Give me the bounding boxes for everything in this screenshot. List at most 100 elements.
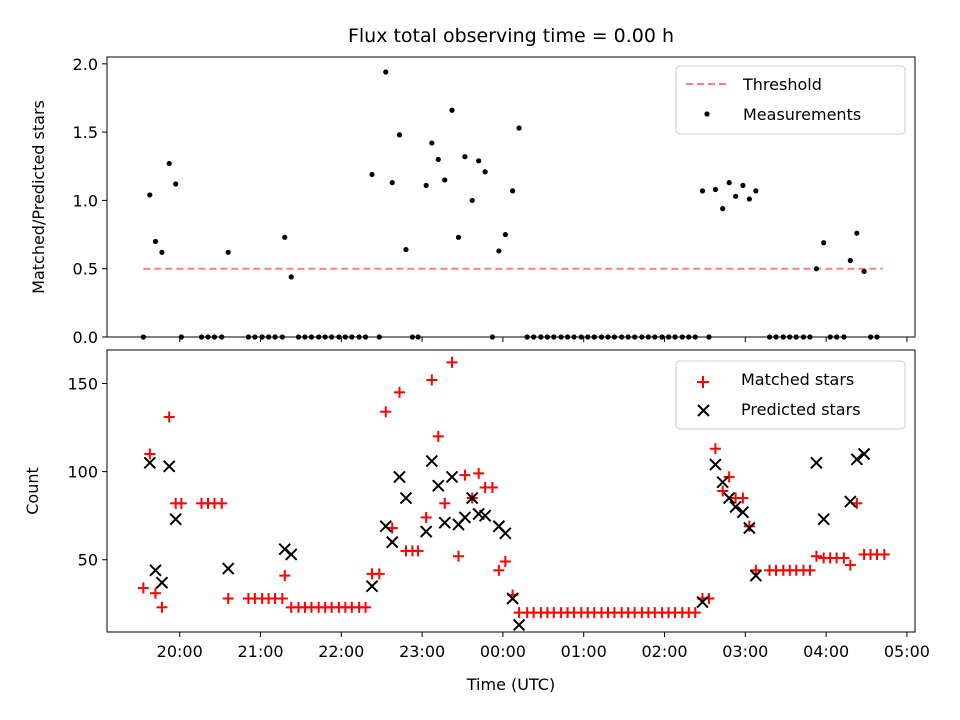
- matched-star-point: [373, 568, 385, 580]
- matched-star-point: [838, 552, 850, 564]
- predicted-star-point: [850, 453, 864, 466]
- predicted-star-point: [458, 511, 472, 524]
- matched-star-point: [137, 582, 149, 594]
- bottom-x-tick-label: 02:00: [641, 642, 687, 661]
- measurement-point: [147, 192, 153, 198]
- x-axis-title: Time (UTC): [466, 675, 555, 694]
- measurement-point: [308, 334, 315, 340]
- matched-star-point: [439, 497, 451, 509]
- matched-star-point: [149, 587, 161, 599]
- measurement-point: [489, 334, 496, 340]
- matched-star-point: [420, 511, 432, 523]
- top-y-tick-label: 1.0: [73, 191, 98, 210]
- measurement-point: [482, 169, 488, 175]
- measurement-point: [632, 334, 638, 340]
- measurement-point: [766, 334, 773, 340]
- measurement-point: [544, 334, 550, 340]
- predicted-stars-series: [143, 447, 871, 632]
- measurement-point: [356, 334, 362, 340]
- measurement-point: [531, 334, 537, 340]
- measurement-point: [369, 171, 375, 178]
- top-y-tick-label: 2.0: [73, 55, 98, 74]
- measurement-point: [773, 334, 779, 340]
- measurement-point: [396, 132, 403, 138]
- measurement-point: [502, 231, 508, 238]
- measurement-point: [524, 334, 530, 340]
- measurement-point: [288, 274, 294, 280]
- predicted-star-point: [419, 525, 433, 538]
- predicted-star-point: [221, 562, 235, 575]
- top-y-tick-label: 0.0: [73, 328, 98, 347]
- matched-star-point: [446, 356, 458, 368]
- measurement-point: [225, 249, 231, 255]
- measurement-point: [423, 182, 429, 188]
- bottom-y-axis-title: Count: [23, 467, 42, 515]
- measurement-point: [625, 334, 631, 340]
- measurement-point: [854, 230, 860, 236]
- predicted-star-point: [817, 512, 830, 526]
- bottom-x-tick-label: 22:00: [318, 642, 364, 661]
- matched-star-point: [393, 386, 405, 398]
- predicted-star-point: [379, 520, 392, 533]
- measurement-point: [841, 334, 847, 340]
- matched-star-point: [432, 430, 444, 442]
- measurement-point: [571, 334, 577, 340]
- measurement-point: [272, 334, 278, 340]
- chart-title: Flux total observing time = 0.00 h: [348, 25, 674, 47]
- top-y-axis: 0.0 0.5 1.0 1.5 2.0: [73, 55, 107, 347]
- measurement-point: [245, 334, 251, 340]
- matched-star-point: [473, 467, 485, 479]
- matched-star-point: [360, 601, 372, 613]
- predicted-star-point: [163, 460, 176, 473]
- matched-star-point: [493, 564, 505, 576]
- matched-star-point: [810, 550, 822, 562]
- measurement-point: [342, 334, 348, 340]
- measurement-point: [780, 334, 786, 340]
- measurement-point: [329, 334, 335, 340]
- measurement-point: [679, 334, 685, 340]
- predicted-star-point: [729, 500, 742, 514]
- matched-star-point: [717, 485, 729, 497]
- measurement-point: [409, 334, 416, 340]
- predicted-star-point: [506, 592, 519, 605]
- bottom-panel: 50 100 150 20:00 21:00 22:00 23:00 00:00 01:00 0…: [23, 349, 930, 694]
- matched-star-point: [486, 481, 498, 493]
- measurement-point: [807, 334, 813, 340]
- predicted-star-point: [696, 595, 709, 609]
- bottom-x-tick-label: 00:00: [480, 642, 526, 661]
- measurement-point: [476, 158, 482, 164]
- predicted-star-point: [432, 479, 445, 492]
- measurements-series: [140, 69, 880, 340]
- measurement-point: [591, 334, 597, 340]
- legend-predicted-swatch: [697, 404, 710, 417]
- matched-star-point: [878, 548, 890, 560]
- measurement-point: [322, 334, 328, 340]
- matched-star-point: [380, 406, 392, 418]
- measurement-point: [639, 334, 645, 340]
- measurement-point: [645, 334, 651, 340]
- predicted-star-point: [149, 564, 162, 577]
- top-plot-frame: [106, 56, 916, 338]
- measurement-point: [686, 334, 692, 340]
- measurement-point: [389, 180, 395, 186]
- measurement-point: [462, 154, 468, 160]
- measurement-point: [469, 197, 475, 204]
- measurement-point: [813, 266, 820, 272]
- predicted-star-point: [512, 618, 526, 632]
- measurement-point: [793, 334, 799, 340]
- measurement-point: [740, 182, 746, 188]
- measurement-point: [861, 268, 867, 275]
- measurement-point: [336, 334, 342, 340]
- predicted-star-point: [466, 491, 479, 505]
- matched-star-point: [163, 411, 175, 423]
- matched-star-point: [175, 497, 187, 509]
- measurement-point: [746, 196, 752, 202]
- measurement-point: [578, 334, 584, 340]
- measurement-point: [415, 334, 421, 340]
- predicted-star-point: [810, 456, 823, 470]
- matched-star-point: [452, 550, 464, 562]
- predicted-star-point: [844, 495, 857, 508]
- legend-threshold-label: Threshold: [742, 75, 822, 94]
- top-y-tick-label: 0.5: [73, 260, 98, 279]
